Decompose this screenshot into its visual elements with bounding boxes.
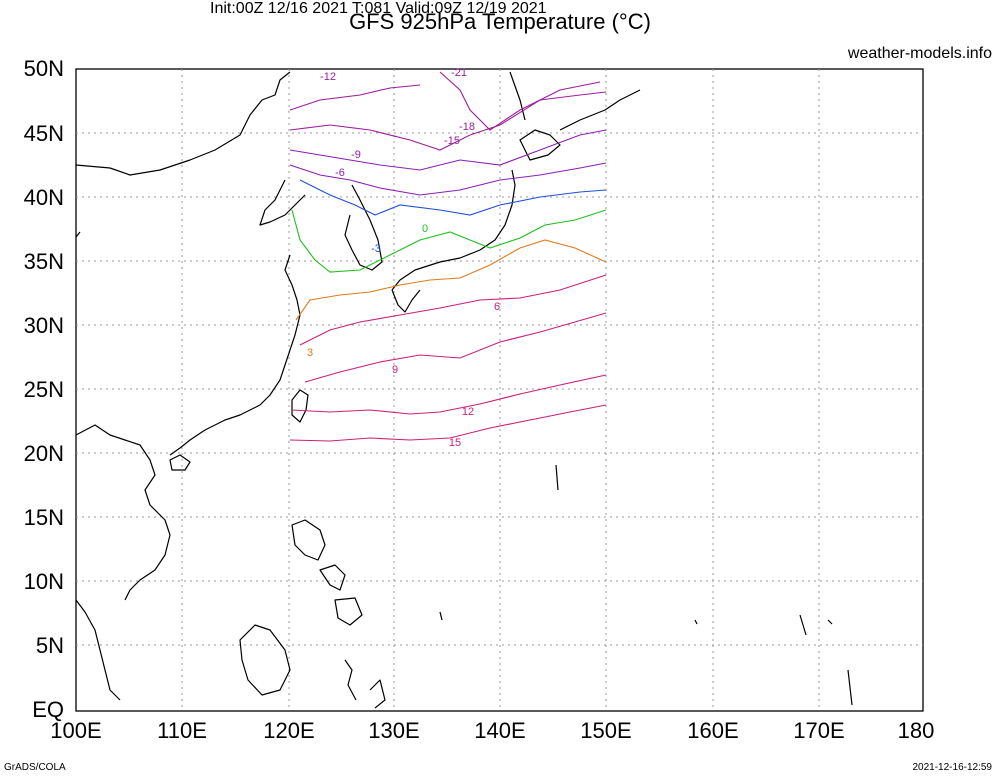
y-tick-label: 45N	[23, 121, 64, 146]
contour-label: 9	[392, 364, 398, 376]
contour-line	[299, 179, 607, 216]
contour-line	[289, 84, 421, 111]
x-tick-label: 150E	[580, 718, 632, 743]
contour-label: -9	[351, 149, 361, 161]
contour-line	[439, 71, 601, 131]
software-credit: GrADS/COLA	[4, 762, 66, 773]
contour-label: -3	[371, 243, 381, 255]
contour-label: -18	[459, 121, 475, 133]
y-tick-label: 20N	[23, 441, 64, 466]
y-tick-label: 35N	[23, 249, 64, 274]
x-tick-label: 110E	[157, 718, 207, 743]
contour-label: -12	[320, 71, 336, 83]
contour-line	[289, 162, 607, 196]
temperature-contours	[289, 71, 607, 442]
contour-label: 0	[422, 223, 428, 235]
y-tick-label: 15N	[23, 505, 64, 530]
contour-labels: -21 -18 -15 -12 -9 -6 -3 0 3 6 9 12 15	[307, 67, 500, 449]
contour-line	[289, 129, 607, 171]
contour-label: 6	[494, 301, 500, 313]
contour-label: -21	[451, 67, 467, 79]
y-tick-label: 50N	[23, 56, 64, 81]
contour-label: 15	[449, 437, 461, 449]
y-tick-label: 40N	[23, 185, 64, 210]
contour-label: -6	[335, 167, 345, 179]
x-tick-label: 180	[897, 718, 935, 743]
contour-line	[299, 274, 607, 346]
y-tick-label: EQ	[32, 697, 64, 722]
contour-line	[291, 209, 607, 273]
x-tick-label: 100E	[50, 718, 102, 743]
contour-line	[289, 91, 607, 151]
x-tick-label: 130E	[368, 718, 420, 743]
y-tick-label: 30N	[23, 313, 64, 338]
map-title: GFS 925hPa Temperature (°C)	[349, 9, 651, 34]
contour-line	[295, 239, 607, 321]
y-tick-label: 10N	[23, 569, 64, 594]
contour-label: 3	[307, 347, 313, 359]
contour-label: -15	[444, 135, 460, 147]
x-tick-label: 140E	[474, 718, 526, 743]
contour-line	[289, 404, 607, 442]
contour-line	[304, 312, 607, 383]
site-credit: weather-models.info	[847, 45, 992, 62]
x-tick-label: 160E	[687, 718, 739, 743]
x-tick-label: 170E	[793, 718, 845, 743]
map-subtitle: Init:00Z 12/16 2021 T:081 Valid:09Z 12/1…	[210, 0, 547, 17]
contour-line	[291, 374, 607, 415]
coastlines	[75, 71, 853, 709]
generated-timestamp: 2021-12-16-12:59	[912, 762, 992, 773]
y-tick-label: 5N	[35, 633, 64, 658]
y-tick-label: 25N	[23, 377, 64, 402]
x-tick-label: 120E	[263, 718, 315, 743]
grid-lines	[76, 69, 923, 711]
contour-label: 12	[462, 406, 474, 418]
